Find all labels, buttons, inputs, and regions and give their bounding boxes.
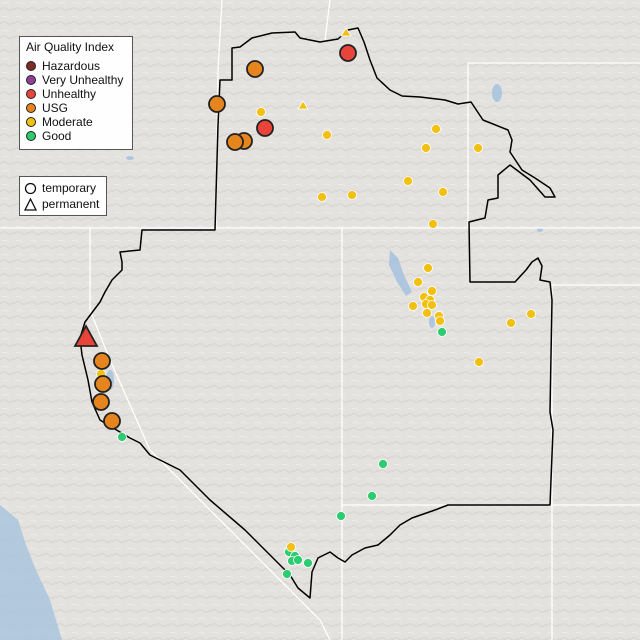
monitor-marker[interactable] <box>423 263 433 273</box>
legend-label: permanent <box>42 197 100 211</box>
region-outline <box>79 27 556 599</box>
moderate-swatch-icon <box>26 117 36 127</box>
hazardous-swatch-icon <box>26 61 36 71</box>
legend-item-very-unhealthy: Very Unhealthy <box>26 73 123 87</box>
monitors-unhealthy <box>73 44 357 347</box>
monitor-marker[interactable] <box>422 308 432 318</box>
monitor-marker[interactable] <box>403 176 413 186</box>
lakes <box>106 84 543 390</box>
monitor-marker[interactable] <box>103 412 121 430</box>
legend-item-temporary: temporary <box>24 181 96 195</box>
unhealthy-swatch-icon <box>26 89 36 99</box>
legend-label: Very Unhealthy <box>42 73 124 87</box>
monitor-marker[interactable] <box>322 130 332 140</box>
legend-item-moderate: Moderate <box>26 115 93 129</box>
legend-item-unhealthy: Unhealthy <box>26 87 96 101</box>
good-swatch-icon <box>26 131 36 141</box>
monitor-marker[interactable] <box>473 143 483 153</box>
very-unhealthy-swatch-icon <box>26 75 36 85</box>
legend-label: temporary <box>42 181 97 195</box>
monitor-marker[interactable] <box>256 107 266 117</box>
monitor-marker[interactable] <box>378 459 388 469</box>
monitor-marker-permanent[interactable] <box>340 27 352 37</box>
monitor-marker-permanent[interactable] <box>73 324 99 347</box>
monitor-marker[interactable] <box>421 143 431 153</box>
legend-label: Unhealthy <box>42 87 97 101</box>
legend-item-hazardous: Hazardous <box>26 59 100 73</box>
ocean <box>0 505 62 640</box>
monitor-marker[interactable] <box>413 277 423 287</box>
monitor-marker[interactable] <box>293 555 303 565</box>
monitor-marker[interactable] <box>427 300 437 310</box>
monitors-usg <box>92 60 264 430</box>
legend-title: Air Quality Index <box>26 40 115 54</box>
monitor-marker[interactable] <box>435 316 445 326</box>
monitor-marker[interactable] <box>286 542 296 552</box>
monitor-marker[interactable] <box>367 491 377 501</box>
monitor-marker[interactable] <box>506 318 516 328</box>
monitor-marker[interactable] <box>256 119 274 137</box>
monitor-marker[interactable] <box>317 192 327 202</box>
monitor-marker[interactable] <box>94 375 112 393</box>
monitor-marker-permanent[interactable] <box>297 100 309 110</box>
monitor-marker[interactable] <box>427 286 437 296</box>
legend-item-good: Good <box>26 129 71 143</box>
legend-label: Hazardous <box>42 59 101 73</box>
monitor-marker[interactable] <box>339 44 357 62</box>
monitor-marker[interactable] <box>431 124 441 134</box>
usg-swatch-icon <box>26 103 36 113</box>
legend-label: Good <box>42 129 72 143</box>
legend-item-usg: USG <box>26 101 68 115</box>
triangle-icon <box>24 197 37 211</box>
legend-label: USG <box>42 101 69 115</box>
aqi-legend: Air Quality Index Hazardous Very Unhealt… <box>19 36 133 150</box>
monitor-marker[interactable] <box>336 511 346 521</box>
monitor-marker[interactable] <box>474 357 484 367</box>
monitor-marker[interactable] <box>437 327 447 337</box>
circle-icon <box>24 182 37 194</box>
monitor-marker[interactable] <box>347 190 357 200</box>
monitor-marker[interactable] <box>408 301 418 311</box>
monitor-marker[interactable] <box>92 393 110 411</box>
monitor-marker[interactable] <box>117 432 127 442</box>
monitor-marker[interactable] <box>438 187 448 197</box>
monitor-marker[interactable] <box>428 219 438 229</box>
legend-item-permanent: permanent <box>24 197 99 211</box>
monitor-marker[interactable] <box>282 569 292 579</box>
monitor-marker[interactable] <box>93 352 111 370</box>
monitor-type-legend: temporary permanent <box>19 176 107 216</box>
monitor-marker[interactable] <box>246 60 264 78</box>
monitor-marker[interactable] <box>208 95 226 113</box>
monitor-marker[interactable] <box>226 133 244 151</box>
monitor-marker[interactable] <box>303 558 313 568</box>
monitor-marker[interactable] <box>526 309 536 319</box>
legend-label: Moderate <box>42 115 93 129</box>
monitors-good <box>117 327 447 579</box>
